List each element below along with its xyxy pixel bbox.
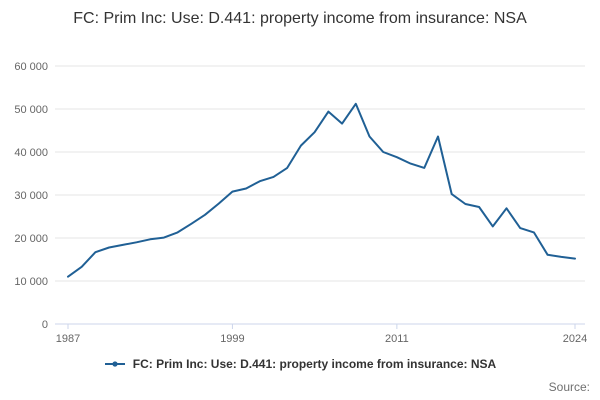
x-tick-label: 2024 (563, 333, 587, 345)
x-tick-label: 1999 (220, 333, 244, 345)
y-tick-label: 50 000 (14, 104, 48, 116)
y-tick-label: 40 000 (14, 147, 48, 159)
y-tick-label: 60 000 (14, 61, 48, 73)
legend-item[interactable]: FC: Prim Inc: Use: D.441: property incom… (0, 357, 600, 371)
y-tick-label: 30 000 (14, 190, 48, 202)
source-label: Source: (548, 380, 590, 394)
y-tick-label: 20 000 (14, 233, 48, 245)
y-tick-label: 0 (42, 319, 48, 331)
legend-label: FC: Prim Inc: Use: D.441: property incom… (132, 357, 497, 371)
y-tick-label: 10 000 (14, 276, 48, 288)
x-tick-label: 2011 (385, 333, 409, 345)
legend-line-marker-icon (104, 361, 125, 367)
x-tick-label: 1987 (56, 333, 80, 345)
series-line[interactable] (67, 102, 576, 278)
chart-title: FC: Prim Inc: Use: D.441: property incom… (73, 10, 527, 27)
chart-svg: 0 10 000 20 000 30 000 40 000 50 000 60 000 198… (14, 61, 587, 345)
